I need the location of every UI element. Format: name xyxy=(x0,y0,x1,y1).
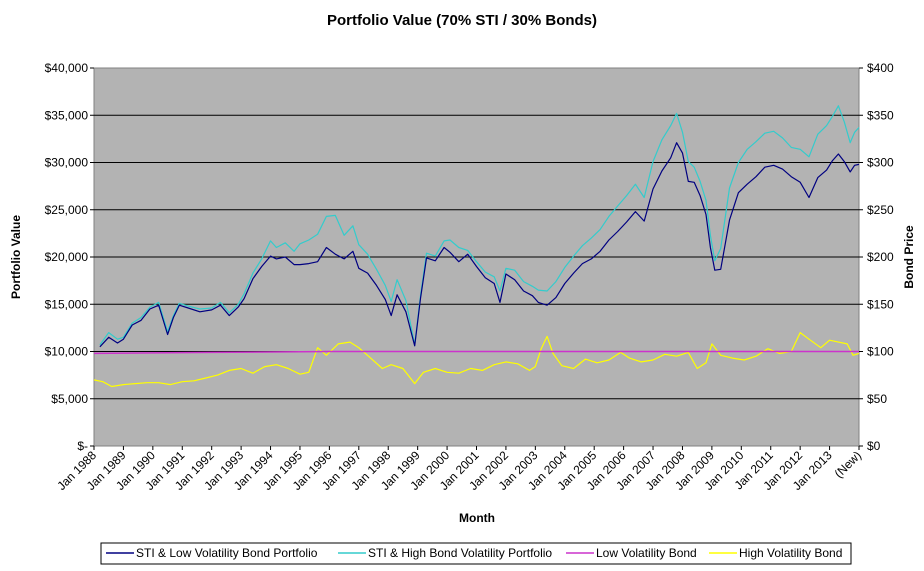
series-line-0 xyxy=(99,142,860,348)
y2-tick-label: $200 xyxy=(867,250,894,264)
series-layer xyxy=(93,105,860,388)
y2-axis-label: Bond Price xyxy=(902,225,916,289)
series-line-1 xyxy=(99,105,860,346)
y2-tick-label: $350 xyxy=(867,108,894,122)
y-tick-label: $15,000 xyxy=(45,297,89,311)
y2-tick-label: $100 xyxy=(867,345,894,359)
y-tick-label: $10,000 xyxy=(45,345,89,359)
series-line-3 xyxy=(93,332,860,388)
y2-tick-label: $0 xyxy=(867,439,881,453)
chart-title: Portfolio Value (70% STI / 30% Bonds) xyxy=(327,12,597,29)
x-tick-label: (New) xyxy=(832,448,865,481)
y-tick-label: $25,000 xyxy=(45,203,89,217)
y-tick-label: $35,000 xyxy=(45,108,89,122)
y-axis-label: Portfolio Value xyxy=(9,215,23,299)
legend-label: STI & Low Volatility Bond Portfolio xyxy=(136,546,318,560)
y2-axis-ticks: $0 $50 $100 $150 $200 $250 $300 $350 $400 xyxy=(859,61,894,453)
y-tick-label: $30,000 xyxy=(45,156,89,170)
y-axis-ticks: $- $5,000 $10,000 $15,000 $20,000 $25,000 $30,… xyxy=(45,61,94,453)
y-tick-label: $5,000 xyxy=(51,392,88,406)
y-tick-label: $20,000 xyxy=(45,250,89,264)
series-line-2 xyxy=(93,350,859,355)
legend-label: Low Volatility Bond xyxy=(596,546,697,560)
y2-tick-label: $50 xyxy=(867,392,887,406)
legend: STI & Low Volatility Bond Portfolio STI &… xyxy=(100,542,852,565)
y2-tick-label: $300 xyxy=(867,156,894,170)
y-tick-label: $40,000 xyxy=(45,61,89,75)
legend-label: High Volatility Bond xyxy=(739,546,842,560)
y-tick-label: $- xyxy=(77,439,88,453)
y2-tick-label: $150 xyxy=(867,297,894,311)
x-axis-label: Month xyxy=(459,511,495,525)
y2-tick-label: $400 xyxy=(867,61,894,75)
y2-tick-label: $250 xyxy=(867,203,894,217)
legend-box xyxy=(100,542,852,565)
legend-label: STI & High Bond Volatility Portfolio xyxy=(368,546,552,560)
